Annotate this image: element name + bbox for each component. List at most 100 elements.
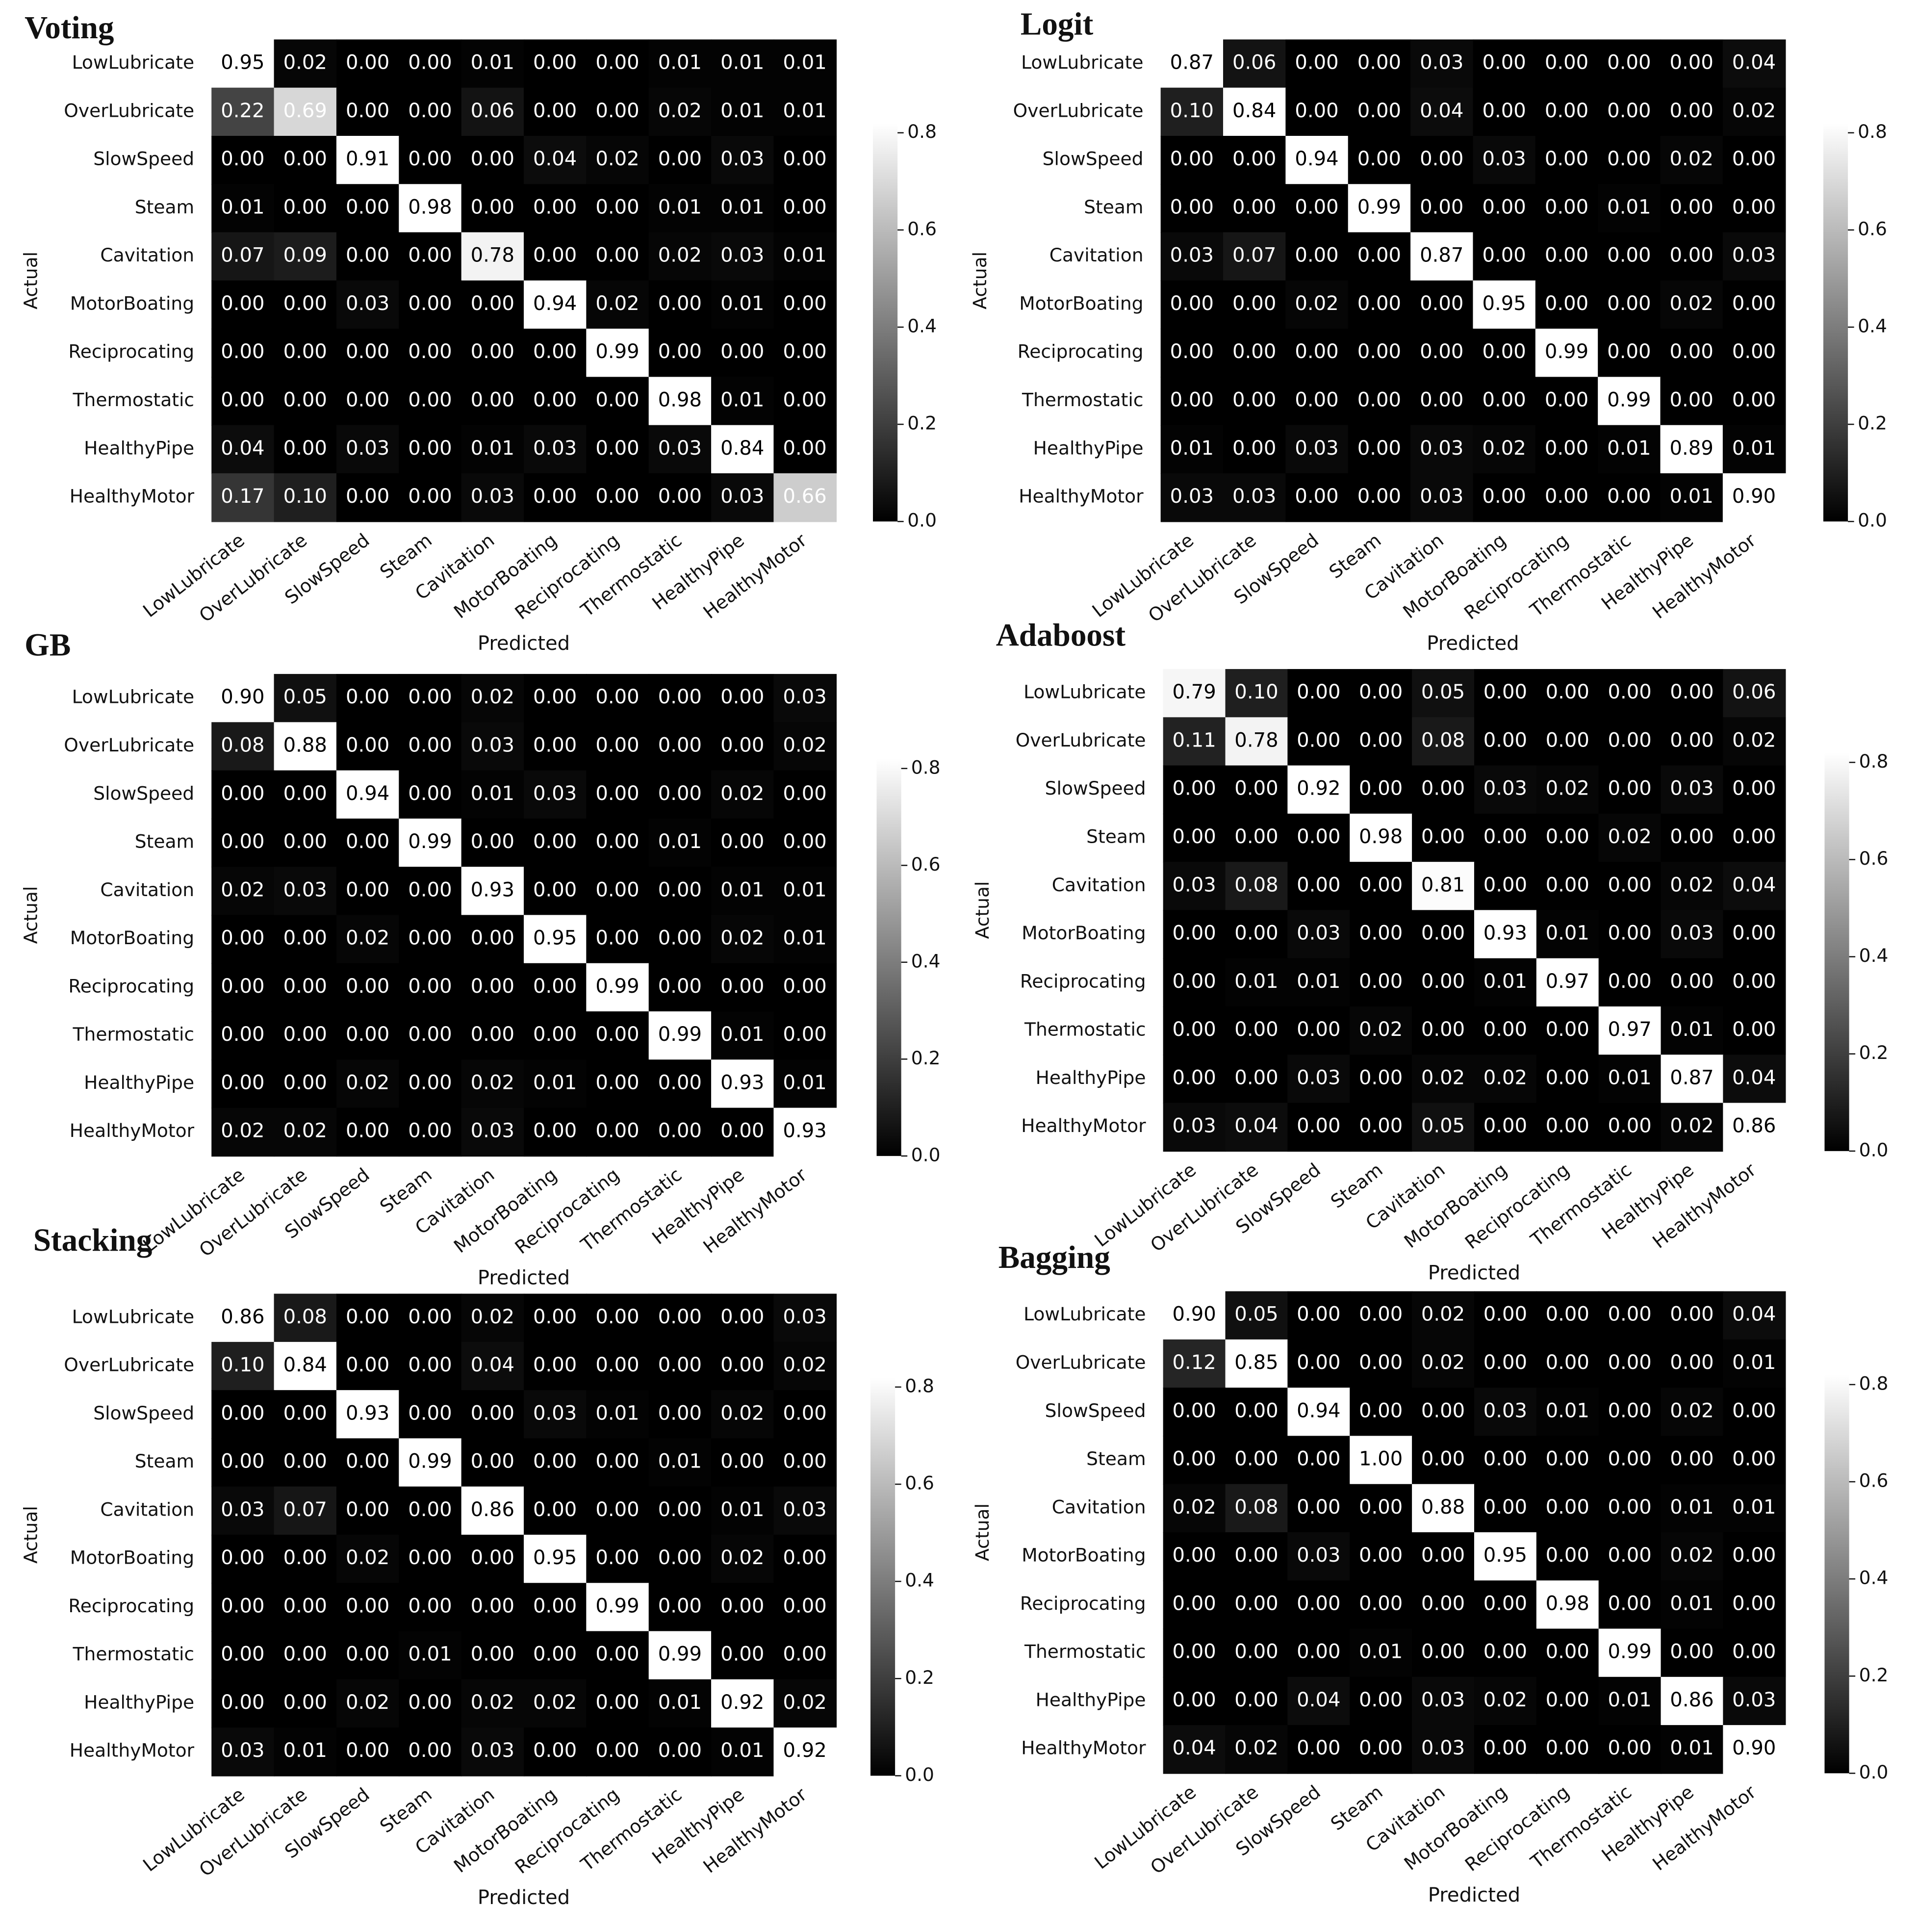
heatmap-cell xyxy=(1287,910,1351,959)
cell-label: 0.00 xyxy=(1234,777,1278,800)
heatmap-cell xyxy=(211,1011,275,1060)
y-tick-label: Cavitation xyxy=(1052,1496,1146,1518)
heatmap-cell xyxy=(211,1631,275,1680)
heatmap-cell xyxy=(1163,1055,1226,1104)
cell-label: 0.00 xyxy=(1232,196,1276,218)
cell-label: 0.00 xyxy=(1297,729,1340,751)
heatmap-cell xyxy=(1536,1436,1599,1485)
heatmap-cell xyxy=(711,963,774,1012)
cell-label: 0.01 xyxy=(1359,1641,1403,1663)
heatmap-cell xyxy=(1225,1676,1288,1726)
colorbar-tick-label: 0.8 xyxy=(905,1375,934,1396)
cell-label: 0.00 xyxy=(720,734,764,756)
cell-label: 0.00 xyxy=(783,1023,826,1046)
cell-label: 0.00 xyxy=(1232,292,1276,315)
cell-label: 0.00 xyxy=(658,1402,702,1424)
heatmap-cell xyxy=(1535,473,1599,522)
cell-label: 0.01 xyxy=(1732,437,1776,460)
colorbar xyxy=(1824,752,1849,1151)
colorbar-tick-label: 0.0 xyxy=(1859,1139,1889,1160)
heatmap-cell xyxy=(1535,135,1599,185)
heatmap-cell xyxy=(648,770,712,820)
cell-label: 0.01 xyxy=(1608,1689,1651,1711)
heatmap-cell xyxy=(1412,1339,1475,1389)
heatmap-cell xyxy=(1660,135,1724,185)
cell-label: 0.00 xyxy=(1482,244,1526,267)
cell-label: 0.03 xyxy=(1170,485,1214,508)
cell-label: 0.00 xyxy=(533,1306,577,1328)
cell-label: 0.00 xyxy=(720,830,764,853)
heatmap-cell xyxy=(1661,669,1724,718)
cell-label: 0.99 xyxy=(1607,389,1651,412)
cell-label: 0.04 xyxy=(1732,52,1776,74)
heatmap-cell xyxy=(586,1059,649,1108)
cell-label: 0.02 xyxy=(1670,148,1713,170)
heatmap-cell xyxy=(586,1341,649,1391)
cell-label: 0.00 xyxy=(1421,777,1465,800)
cell-label: 0.05 xyxy=(1234,1303,1278,1326)
cell-label: 0.00 xyxy=(720,686,764,708)
cell-label: 0.03 xyxy=(221,1498,264,1521)
heatmap-cell xyxy=(461,87,525,137)
cell-label: 0.06 xyxy=(471,100,514,122)
cell-label: 0.00 xyxy=(346,830,389,853)
heatmap-cell xyxy=(773,963,837,1012)
colorbar-tick-label: 0.4 xyxy=(1858,315,1887,336)
heatmap-cell xyxy=(274,1293,337,1343)
cell-label: 0.00 xyxy=(658,292,702,315)
heatmap-cell xyxy=(773,232,837,282)
cell-label: 0.00 xyxy=(658,1498,702,1521)
cell-label: 0.00 xyxy=(595,1546,639,1569)
heatmap-cell xyxy=(1660,473,1724,522)
cell-label: 0.00 xyxy=(1234,922,1278,945)
cell-label: 0.00 xyxy=(1297,1115,1340,1137)
heatmap-cell xyxy=(1163,1676,1226,1726)
heatmap-cell xyxy=(1350,1291,1413,1340)
cell-label: 0.01 xyxy=(471,437,514,460)
cell-label: 0.00 xyxy=(1359,1303,1403,1326)
cell-label: 0.00 xyxy=(1607,485,1651,508)
cell-label: 0.00 xyxy=(221,340,264,363)
heatmap-cell xyxy=(711,1341,774,1391)
cell-label: 0.00 xyxy=(1545,196,1588,218)
cell-label: 0.01 xyxy=(783,244,826,267)
heatmap-cell xyxy=(1350,1055,1413,1104)
heatmap-cell xyxy=(1287,1628,1351,1678)
cell-label: 0.01 xyxy=(1670,1018,1713,1041)
heatmap-cell xyxy=(399,1535,462,1584)
heatmap-cell xyxy=(1223,377,1286,426)
cell-label: 0.00 xyxy=(1172,970,1216,993)
cell-label: 0.00 xyxy=(1670,1303,1713,1326)
heatmap-cell xyxy=(1223,135,1286,185)
cell-label: 0.00 xyxy=(283,927,327,950)
heatmap-cell xyxy=(1723,958,1786,1007)
heatmap-cell xyxy=(1474,1580,1537,1629)
cell-label: 0.94 xyxy=(533,292,577,315)
y-tick-label: Reciprocating xyxy=(1020,1593,1146,1614)
heatmap-cell xyxy=(773,377,837,426)
heatmap-cell xyxy=(1723,1676,1786,1726)
cell-label: 0.89 xyxy=(1670,437,1713,460)
heatmap-cell xyxy=(1412,1676,1475,1726)
cell-label: 0.00 xyxy=(283,782,327,805)
cell-label: 0.93 xyxy=(783,1120,826,1142)
cell-label: 0.00 xyxy=(595,927,639,950)
cell-label: 0.00 xyxy=(1295,340,1338,363)
cell-label: 0.00 xyxy=(533,1643,577,1666)
heatmap-cell xyxy=(211,1108,275,1157)
cell-label: 0.04 xyxy=(1420,100,1463,122)
cell-label: 0.02 xyxy=(720,1402,764,1424)
heatmap-cell xyxy=(1287,1006,1351,1056)
cell-label: 0.00 xyxy=(1732,1544,1776,1567)
cell-label: 0.00 xyxy=(1608,1303,1651,1326)
cell-label: 0.02 xyxy=(1359,1018,1403,1041)
cell-label: 0.03 xyxy=(346,292,389,315)
cell-label: 0.00 xyxy=(783,830,826,853)
heatmap-cell xyxy=(1348,280,1411,330)
heatmap-cell xyxy=(274,915,337,964)
cell-label: 0.03 xyxy=(471,485,514,508)
cell-label: 0.00 xyxy=(1232,437,1276,460)
heatmap-cell xyxy=(1536,1725,1599,1774)
cell-label: 0.00 xyxy=(1608,874,1651,896)
heatmap-cell xyxy=(1350,669,1413,718)
